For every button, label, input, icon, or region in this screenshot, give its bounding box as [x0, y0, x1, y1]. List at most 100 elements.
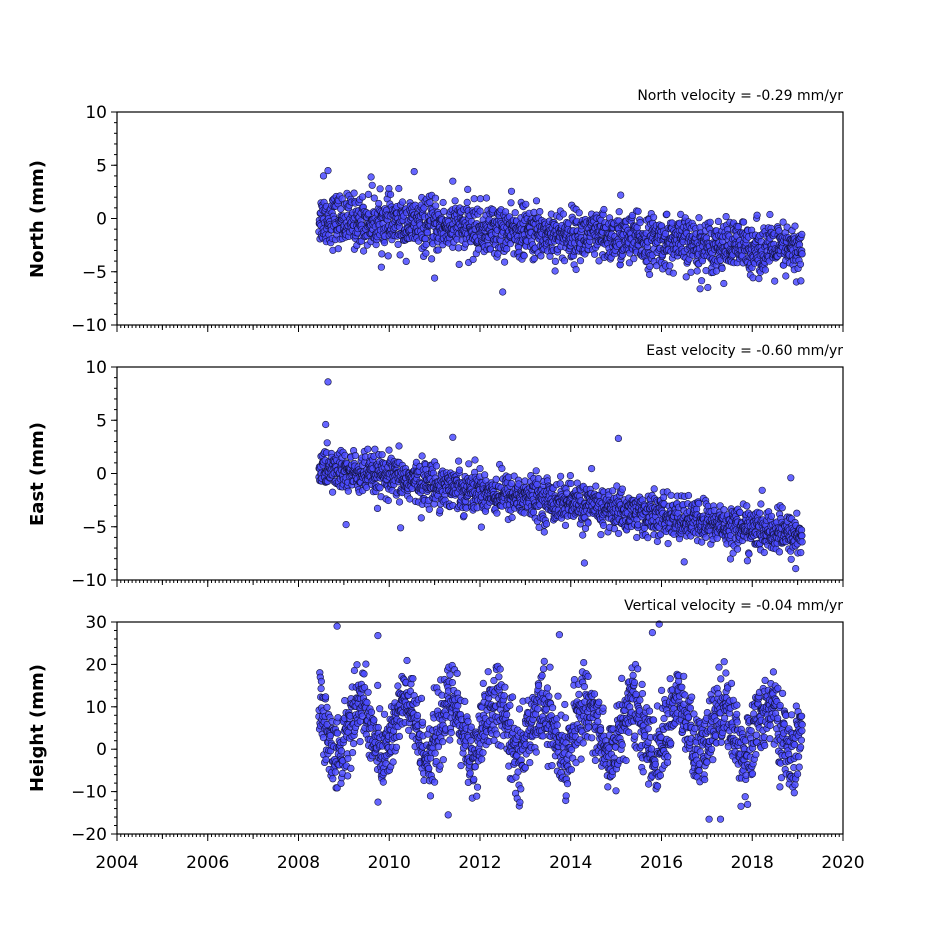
data-point — [374, 798, 382, 806]
y-tick-label: 5 — [96, 156, 107, 176]
data-point — [614, 529, 623, 538]
data-point — [446, 736, 454, 744]
data-point — [460, 512, 468, 520]
data-point — [636, 219, 644, 227]
data-point — [618, 485, 627, 493]
data-point-outlier — [322, 420, 330, 429]
data-point — [419, 718, 427, 726]
data-point — [501, 683, 509, 691]
data-point-outlier — [342, 520, 350, 529]
data-point — [389, 758, 397, 766]
data-point — [370, 194, 378, 202]
data-point — [532, 748, 540, 756]
data-point — [493, 730, 501, 738]
data-point — [664, 539, 672, 548]
data-point — [422, 249, 430, 257]
data-point — [387, 190, 395, 199]
data-point — [446, 671, 454, 679]
data-point — [473, 783, 482, 791]
data-point — [791, 222, 799, 230]
data-point — [356, 737, 364, 746]
data-point — [432, 202, 440, 210]
data-point — [666, 262, 674, 270]
data-point — [425, 764, 433, 773]
data-point — [470, 775, 478, 784]
data-point-outlier — [499, 288, 507, 296]
data-point — [551, 257, 560, 266]
data-point — [778, 504, 786, 512]
data-point — [384, 496, 392, 505]
data-point — [507, 187, 516, 195]
data-point — [597, 530, 605, 539]
data-point — [360, 247, 368, 255]
data-point — [417, 514, 425, 522]
data-point — [473, 792, 481, 800]
data-point — [649, 213, 658, 221]
data-point-outlier — [680, 558, 688, 566]
data-point — [395, 442, 403, 450]
data-point — [522, 200, 530, 208]
data-point — [436, 506, 444, 515]
data-point — [758, 486, 766, 494]
data-point — [517, 785, 525, 793]
data-point — [323, 439, 331, 447]
data-point — [545, 692, 553, 700]
data-point — [413, 711, 422, 720]
data-point-outlier — [696, 285, 704, 293]
data-point — [702, 533, 710, 541]
east-velocity-label: East velocity = -0.60 mm/yr — [646, 343, 843, 359]
data-point — [787, 555, 795, 563]
data-point — [351, 452, 360, 460]
data-point — [767, 512, 776, 520]
data-point-outlier — [580, 559, 589, 567]
data-point — [684, 491, 693, 500]
data-point — [669, 269, 677, 277]
data-point — [537, 252, 545, 260]
data-point — [548, 704, 557, 712]
data-point — [663, 210, 671, 218]
data-point — [572, 265, 580, 274]
data-point — [344, 772, 352, 780]
height-panel: Vertical velocity = -0.04 mm/yr Height (… — [27, 598, 865, 873]
data-point — [548, 761, 556, 770]
data-point — [385, 446, 393, 454]
data-point — [323, 703, 331, 712]
data-point — [481, 471, 489, 479]
data-point — [743, 557, 752, 565]
data-point — [376, 185, 384, 193]
data-point — [797, 277, 805, 285]
data-point — [760, 548, 768, 557]
data-point — [529, 508, 538, 516]
data-point — [455, 260, 463, 269]
data-point — [566, 472, 575, 480]
data-point — [392, 743, 401, 751]
vertical-velocity-label: Vertical velocity = -0.04 mm/yr — [624, 598, 843, 614]
data-point — [394, 682, 402, 690]
data-point — [714, 217, 723, 225]
data-point — [344, 754, 352, 763]
y-tick-label: 10 — [85, 358, 107, 378]
east-y-axis-label: East (mm) — [27, 422, 48, 526]
data-point — [329, 488, 337, 496]
data-point — [457, 761, 465, 770]
data-point — [439, 198, 447, 207]
data-point — [398, 198, 407, 206]
data-point — [426, 198, 434, 206]
data-point — [385, 184, 393, 193]
data-point-outlier — [431, 274, 439, 282]
data-point-outlier — [319, 172, 328, 180]
data-point — [516, 798, 524, 806]
data-point — [542, 520, 551, 528]
data-point — [403, 656, 411, 665]
data-point — [771, 277, 779, 285]
data-point — [479, 679, 487, 688]
data-point — [476, 465, 484, 473]
data-point — [395, 732, 404, 741]
data-point — [471, 456, 479, 464]
data-point — [349, 748, 357, 757]
data-point — [653, 537, 662, 546]
data-point — [337, 747, 346, 755]
data-point — [503, 710, 511, 719]
data-point — [560, 257, 569, 265]
